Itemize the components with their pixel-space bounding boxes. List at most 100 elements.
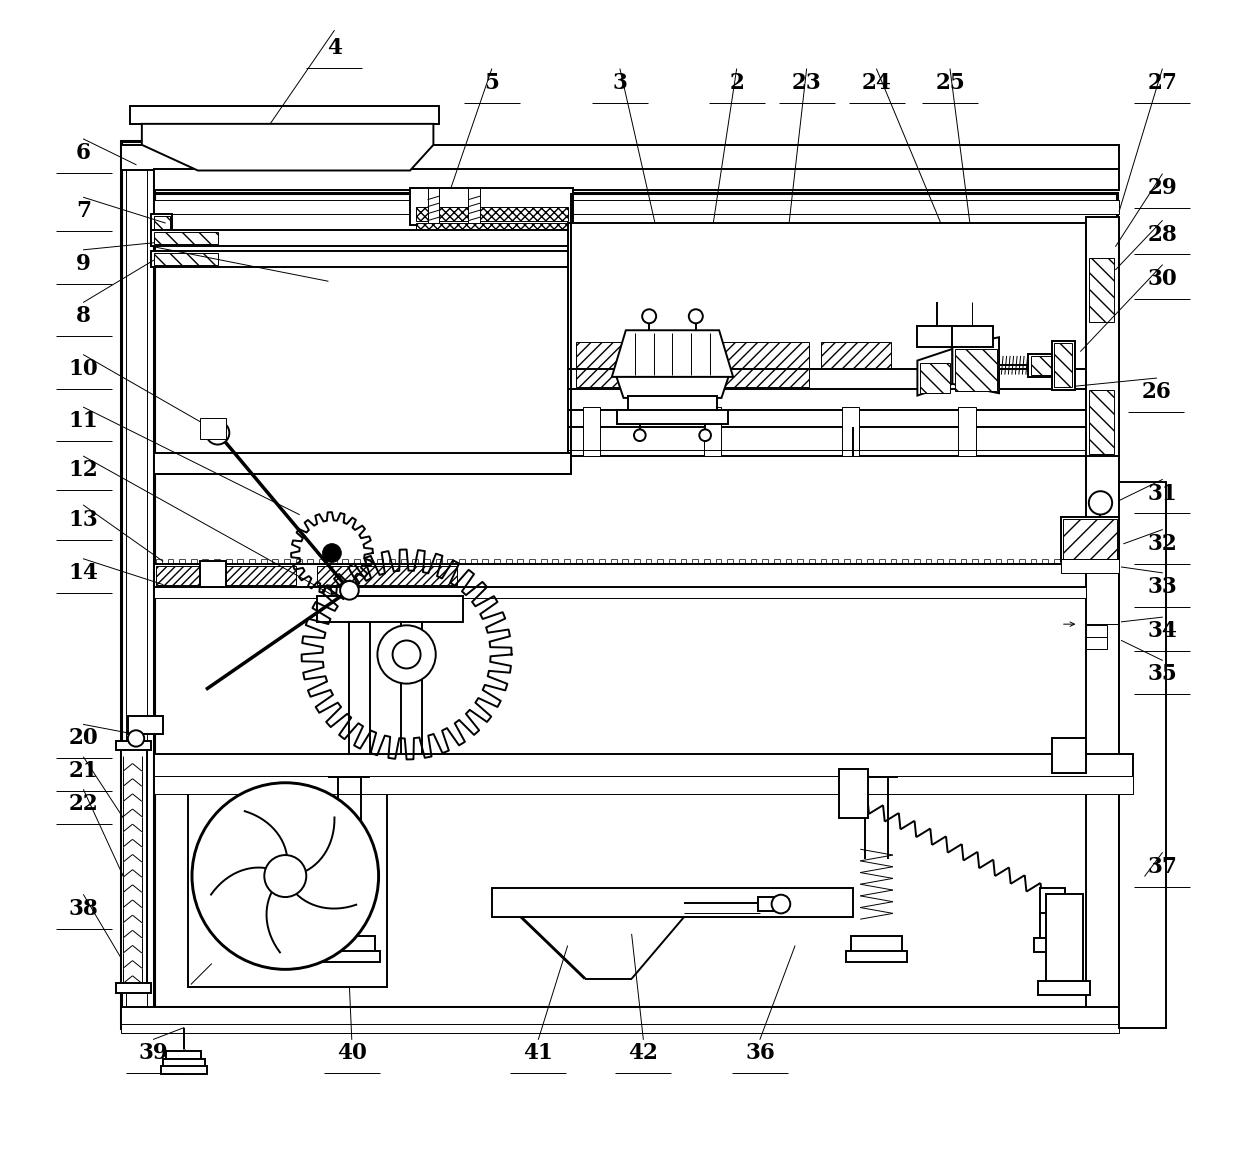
Bar [568, 223, 1086, 456]
Bar [200, 561, 226, 587]
Bar [955, 348, 997, 390]
Circle shape [771, 894, 790, 913]
Text: 24: 24 [862, 72, 892, 94]
Bar [316, 596, 463, 622]
Bar [1086, 625, 1107, 637]
Bar [151, 214, 172, 235]
Bar [316, 566, 456, 584]
Text: 8: 8 [76, 305, 91, 327]
Bar [200, 417, 226, 438]
Text: 26: 26 [1142, 381, 1172, 403]
Circle shape [377, 625, 435, 684]
Bar [154, 754, 1133, 777]
Bar [410, 188, 573, 226]
Circle shape [699, 429, 711, 441]
Bar [1089, 258, 1115, 323]
Bar [117, 983, 151, 992]
Text: 32: 32 [1147, 533, 1177, 554]
Bar [568, 227, 585, 253]
Text: 23: 23 [791, 72, 821, 94]
Bar [1086, 217, 1120, 456]
Text: 27: 27 [1147, 72, 1177, 94]
Text: 34: 34 [1147, 620, 1177, 642]
Text: 11: 11 [68, 410, 98, 433]
Text: 12: 12 [68, 459, 98, 482]
Bar [1040, 913, 1065, 946]
Bar [758, 897, 775, 911]
Bar [350, 622, 371, 766]
Text: 25: 25 [935, 72, 965, 94]
Circle shape [128, 731, 144, 747]
Bar [575, 368, 681, 387]
Bar [117, 741, 151, 750]
Circle shape [192, 783, 378, 969]
Text: 7: 7 [76, 200, 91, 222]
Bar [959, 407, 976, 456]
Text: 39: 39 [139, 1043, 169, 1064]
Bar [154, 200, 1120, 214]
Text: 14: 14 [68, 562, 98, 583]
Bar [1086, 637, 1107, 649]
Bar [428, 188, 439, 223]
Text: 41: 41 [523, 1043, 553, 1064]
Text: 22: 22 [68, 793, 98, 815]
Bar [154, 170, 1120, 191]
Bar [154, 563, 1086, 587]
Text: 3: 3 [613, 72, 627, 94]
Bar [154, 452, 570, 473]
Circle shape [642, 310, 656, 324]
Bar [154, 193, 1117, 1007]
Bar [166, 1051, 201, 1060]
Bar [160, 1066, 207, 1074]
Text: 13: 13 [68, 510, 98, 532]
Text: 5: 5 [485, 72, 500, 94]
Bar [1120, 482, 1166, 1028]
Bar [583, 407, 600, 456]
Circle shape [264, 855, 306, 897]
Bar [469, 188, 480, 223]
Bar [839, 769, 868, 818]
Bar [415, 223, 568, 237]
Bar [575, 341, 681, 367]
Text: 20: 20 [68, 727, 98, 749]
Bar [1052, 340, 1075, 389]
Bar [401, 622, 422, 766]
Polygon shape [918, 348, 952, 395]
Circle shape [1089, 491, 1112, 514]
Bar [1034, 938, 1071, 952]
Bar [319, 950, 379, 962]
Bar [120, 1024, 1120, 1033]
Bar [492, 887, 853, 916]
Bar [154, 776, 1133, 795]
Bar [1038, 981, 1090, 995]
Bar [154, 233, 218, 244]
Text: 35: 35 [1147, 663, 1177, 685]
Text: 6: 6 [76, 141, 91, 164]
Bar [188, 772, 387, 987]
Circle shape [393, 641, 420, 669]
Bar [1028, 353, 1054, 376]
Bar [1061, 559, 1120, 573]
Bar [704, 368, 808, 387]
Text: 21: 21 [68, 760, 98, 782]
Bar [1061, 517, 1120, 561]
Bar [851, 935, 903, 954]
Polygon shape [616, 376, 728, 397]
Bar [1063, 519, 1117, 559]
Bar [616, 409, 728, 423]
Circle shape [634, 429, 646, 441]
Bar [1052, 739, 1086, 774]
Bar [151, 251, 570, 268]
Bar [154, 587, 1086, 599]
Circle shape [322, 544, 341, 562]
Polygon shape [141, 124, 434, 171]
Text: 38: 38 [68, 898, 98, 920]
Text: 28: 28 [1147, 223, 1177, 245]
Text: 36: 36 [745, 1043, 775, 1064]
Bar [125, 147, 146, 1022]
Bar [1086, 282, 1120, 1028]
Text: 4: 4 [327, 37, 342, 60]
Circle shape [688, 310, 703, 324]
Bar [629, 395, 717, 411]
Bar [162, 1059, 205, 1067]
